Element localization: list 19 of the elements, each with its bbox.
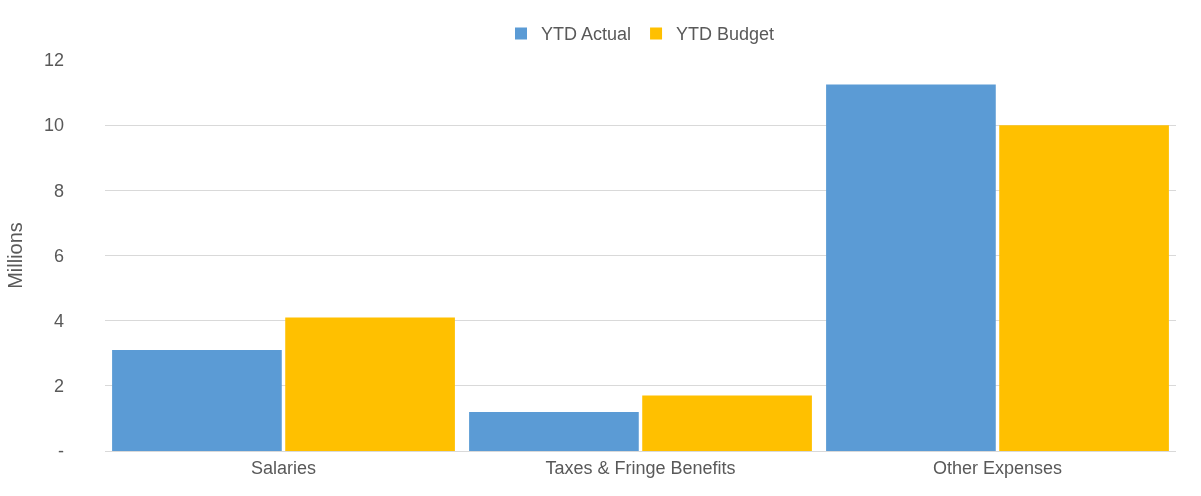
bar <box>112 349 282 451</box>
bar <box>642 395 812 451</box>
y-tick-label: 10 <box>43 115 64 136</box>
x-tick-label: Salaries <box>250 457 317 478</box>
y-tick-label: 8 <box>53 180 64 201</box>
bar <box>826 84 996 451</box>
x-tick-label: Taxes & Fringe Benefits <box>545 457 736 478</box>
legend-label: YTD Budget <box>676 24 775 45</box>
bar <box>999 125 1169 451</box>
y-tick-label: 4 <box>53 310 64 331</box>
x-tick-label: Other Expenses <box>932 457 1063 478</box>
bar <box>285 317 455 451</box>
y-tick-label: 6 <box>53 245 64 266</box>
bar <box>469 411 639 451</box>
legend-label: YTD Actual <box>541 24 632 45</box>
y-tick-label: 2 <box>53 376 64 397</box>
y-axis-title: Millions <box>4 222 27 289</box>
y-tick-label: 12 <box>43 50 64 71</box>
y-tick-label: - <box>58 441 64 462</box>
